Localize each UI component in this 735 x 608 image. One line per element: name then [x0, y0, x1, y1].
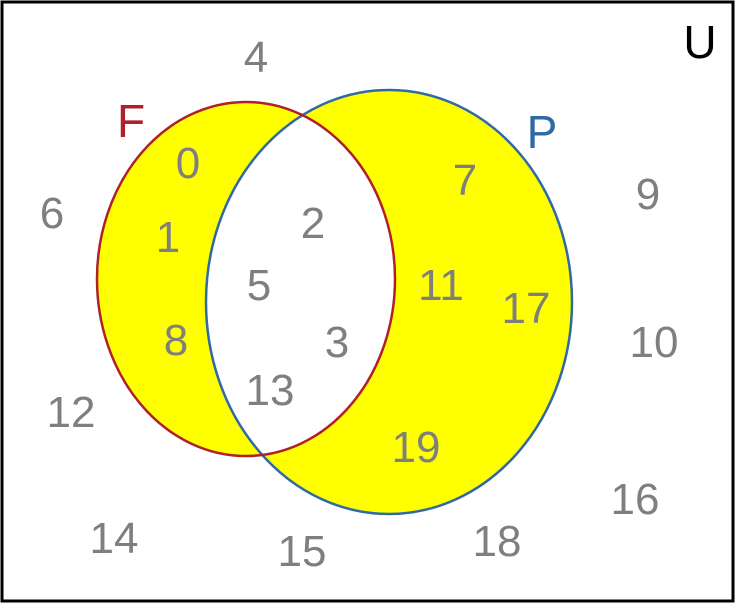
set-p-outline — [204, 88, 574, 516]
element-only-p: 19 — [392, 423, 441, 472]
element-only-p: 11 — [418, 261, 464, 310]
element-only-p: 7 — [453, 156, 477, 205]
element-outside: 16 — [611, 475, 660, 524]
element-only-f: 8 — [164, 316, 188, 365]
element-outside: 14 — [90, 514, 139, 563]
element-outside: 18 — [473, 517, 522, 566]
element-intersection: 5 — [247, 261, 271, 310]
element-outside: 15 — [278, 527, 327, 576]
set-f-outline — [95, 100, 397, 458]
element-outside: 9 — [636, 170, 660, 219]
element-outside: 4 — [244, 33, 268, 82]
universe-label: U — [683, 16, 716, 68]
element-outside: 6 — [40, 189, 64, 238]
element-intersection: 13 — [246, 366, 295, 415]
set-p-label: P — [527, 106, 558, 158]
element-outside: 10 — [630, 318, 679, 367]
intersection-region — [206, 102, 395, 456]
element-only-f: 0 — [176, 139, 200, 188]
element-only-p: 17 — [502, 284, 551, 333]
element-intersection: 3 — [325, 318, 349, 367]
element-intersection: 2 — [301, 199, 325, 248]
set-f-label: F — [117, 95, 145, 147]
element-only-f: 1 — [156, 213, 180, 262]
element-outside: 12 — [47, 388, 96, 437]
